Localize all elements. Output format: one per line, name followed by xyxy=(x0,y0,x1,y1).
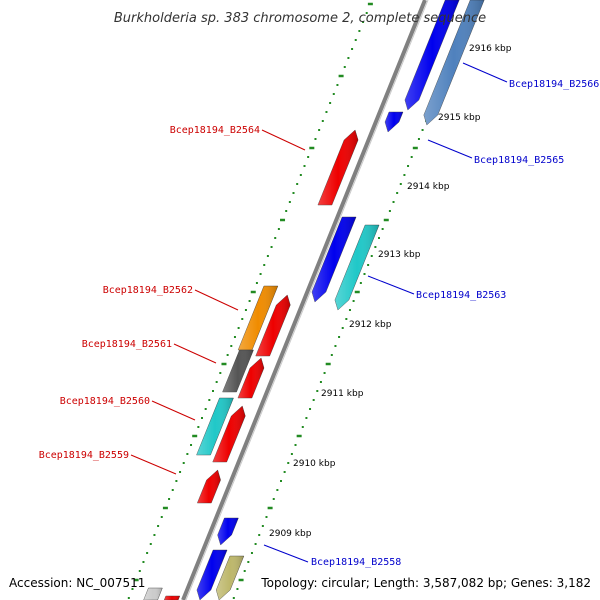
leader-line-b2564 xyxy=(261,129,306,151)
gene-label-b2565[interactable]: Bcep18194_B2565 xyxy=(474,155,564,166)
gene-label-b2558[interactable]: Bcep18194_B2558 xyxy=(311,557,401,568)
label-leaders xyxy=(130,62,508,563)
gene-b2566-a-shading xyxy=(404,0,460,110)
gene-b2558-shading xyxy=(217,518,239,545)
chromosome-backbone xyxy=(181,0,427,600)
kbp-label-2911: 2911 kbp xyxy=(321,389,364,399)
chromosome-backbone-highlight xyxy=(185,0,429,600)
leader-line-b2562 xyxy=(194,289,239,311)
gene-b2561-b-shading xyxy=(237,358,264,398)
gene-label-b2561[interactable]: Bcep18194_B2561 xyxy=(82,339,172,350)
kbp-label-2912: 2912 kbp xyxy=(349,320,392,330)
kbp-label-2910: 2910 kbp xyxy=(293,459,336,469)
gene-b2556-b-shading xyxy=(164,596,180,600)
gene-label-b2566[interactable]: Bcep18194_B2566 xyxy=(509,79,599,90)
accession-label: Accession: NC_007511 xyxy=(9,576,145,590)
gene-b2563-a-shading xyxy=(311,217,357,302)
gene-b2560-b-shading xyxy=(212,406,246,462)
kbp-label-2914: 2914 kbp xyxy=(407,182,450,192)
gene-label-b2560[interactable]: Bcep18194_B2560 xyxy=(60,396,150,407)
gene-b2560-shading xyxy=(196,398,234,455)
leader-line-b2558 xyxy=(263,544,309,563)
leader-line-b2561 xyxy=(173,343,217,364)
gene-label-b2562[interactable]: Bcep18194_B2562 xyxy=(103,285,193,296)
kbp-label-2909: 2909 kbp xyxy=(269,529,312,539)
kbp-label-2915: 2915 kbp xyxy=(438,113,481,123)
gene-b2557-b-shading xyxy=(216,556,244,600)
gene-b2563-shading xyxy=(334,225,380,310)
gene-label-b2564[interactable]: Bcep18194_B2564 xyxy=(170,125,260,136)
kbp-label-2916: 2916 kbp xyxy=(469,44,512,54)
gene-b2561-shading xyxy=(222,350,254,392)
gene-b2566-shading xyxy=(423,0,485,125)
gene-labels: Bcep18194_B2566 Bcep18194_B2565 Bcep1819… xyxy=(39,79,600,568)
leader-line-b2560 xyxy=(151,400,196,421)
gene-label-b2559[interactable]: Bcep18194_B2559 xyxy=(39,450,129,461)
outer-tick-track-left xyxy=(127,2,373,599)
gene-b2562-shading xyxy=(238,286,278,350)
gene-b2559-shading xyxy=(197,470,221,503)
leader-line-b2563 xyxy=(367,275,415,295)
gene-b2564-shading xyxy=(317,130,359,205)
gene-b2557-shading xyxy=(196,550,228,600)
gene-b2562-b-shading xyxy=(255,295,291,356)
kbp-label-2913: 2913 kbp xyxy=(378,250,421,260)
gene-label-b2563[interactable]: Bcep18194_B2563 xyxy=(416,290,506,301)
chromosome-title: Burkholderia sp. 383 chromosome 2, compl… xyxy=(114,11,486,26)
sequence-summary: Topology: circular; Length: 3,587,082 bp… xyxy=(260,576,591,590)
kbp-scale: 2916 kbp 2915 kbp 2914 kbp 2913 kbp 2912… xyxy=(269,44,512,539)
leader-line-b2565 xyxy=(427,139,473,159)
gene-b2565-shading xyxy=(385,112,403,132)
leader-line-b2566 xyxy=(462,62,508,83)
gene-features xyxy=(143,0,485,600)
gene-b2556-shading xyxy=(143,588,163,600)
leader-line-b2559 xyxy=(130,454,177,475)
